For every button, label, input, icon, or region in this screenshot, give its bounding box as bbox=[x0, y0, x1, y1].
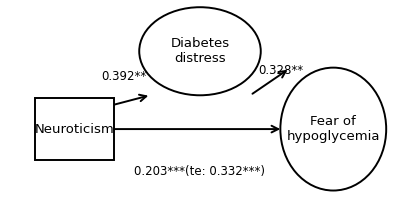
FancyArrowPatch shape bbox=[114, 95, 146, 105]
Text: Neuroticism: Neuroticism bbox=[35, 122, 114, 136]
FancyBboxPatch shape bbox=[35, 98, 114, 160]
Text: 0.203***(te: 0.332***): 0.203***(te: 0.332***) bbox=[134, 164, 266, 178]
Text: Diabetes
distress: Diabetes distress bbox=[170, 37, 230, 65]
FancyArrowPatch shape bbox=[114, 126, 278, 133]
Ellipse shape bbox=[139, 7, 261, 95]
Ellipse shape bbox=[280, 68, 386, 191]
Text: 0.328**: 0.328** bbox=[258, 64, 303, 77]
FancyArrowPatch shape bbox=[252, 71, 286, 94]
Text: 0.392**: 0.392** bbox=[101, 70, 146, 83]
Text: Fear of
hypoglycemia: Fear of hypoglycemia bbox=[286, 115, 380, 143]
